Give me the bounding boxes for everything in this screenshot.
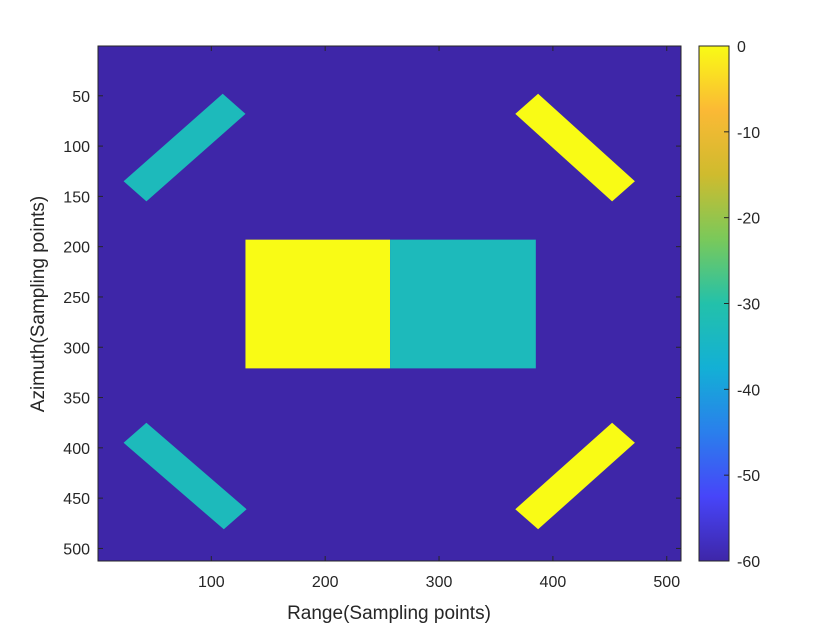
y-tick-label: 300 bbox=[63, 340, 90, 357]
plot-area bbox=[98, 46, 681, 561]
target-6 bbox=[515, 422, 635, 530]
y-axis-title: Azimuth(Sampling points) bbox=[28, 196, 49, 412]
y-tick-label: 50 bbox=[72, 89, 90, 106]
y-tick-label: 400 bbox=[63, 441, 90, 458]
y-tick-label: 200 bbox=[63, 240, 90, 257]
target-1 bbox=[123, 93, 246, 202]
colorbar-tick-label: -40 bbox=[737, 382, 760, 399]
colorbar-tick-label: -60 bbox=[737, 554, 760, 571]
target-2 bbox=[515, 93, 635, 202]
x-axis-ticks: 100 200 300 400 500 bbox=[198, 46, 680, 591]
y-axis-ticks: 50 100 150 200 250 300 350 400 450 500 bbox=[63, 89, 681, 558]
x-tick-label: 500 bbox=[653, 574, 680, 591]
x-tick-label: 200 bbox=[312, 574, 339, 591]
colorbar-tick-label: -50 bbox=[737, 468, 760, 485]
x-tick-label: 100 bbox=[198, 574, 225, 591]
colorbar-tick-label: -30 bbox=[737, 297, 760, 314]
target-3 bbox=[245, 239, 391, 369]
x-tick-label: 400 bbox=[540, 574, 567, 591]
y-tick-label: 250 bbox=[63, 290, 90, 307]
target-4 bbox=[390, 239, 536, 369]
y-tick-label: 500 bbox=[63, 541, 90, 558]
y-tick-label: 450 bbox=[63, 491, 90, 508]
y-tick-label: 350 bbox=[63, 391, 90, 408]
colorbar-tick-label: 0 bbox=[737, 39, 746, 56]
target-5 bbox=[123, 422, 247, 530]
colorbar-tick-label: -20 bbox=[737, 211, 760, 228]
x-axis-title: Range(Sampling points) bbox=[287, 603, 491, 624]
colorbar: 0 -10 -20 -30 -40 -50 -60 bbox=[698, 39, 760, 571]
axes-frame bbox=[97, 45, 682, 562]
y-tick-label: 100 bbox=[63, 139, 90, 156]
colorbar-tick-label: -10 bbox=[737, 125, 760, 142]
x-tick-label: 300 bbox=[426, 574, 453, 591]
plot-border bbox=[97, 45, 682, 562]
y-tick-label: 150 bbox=[63, 189, 90, 206]
